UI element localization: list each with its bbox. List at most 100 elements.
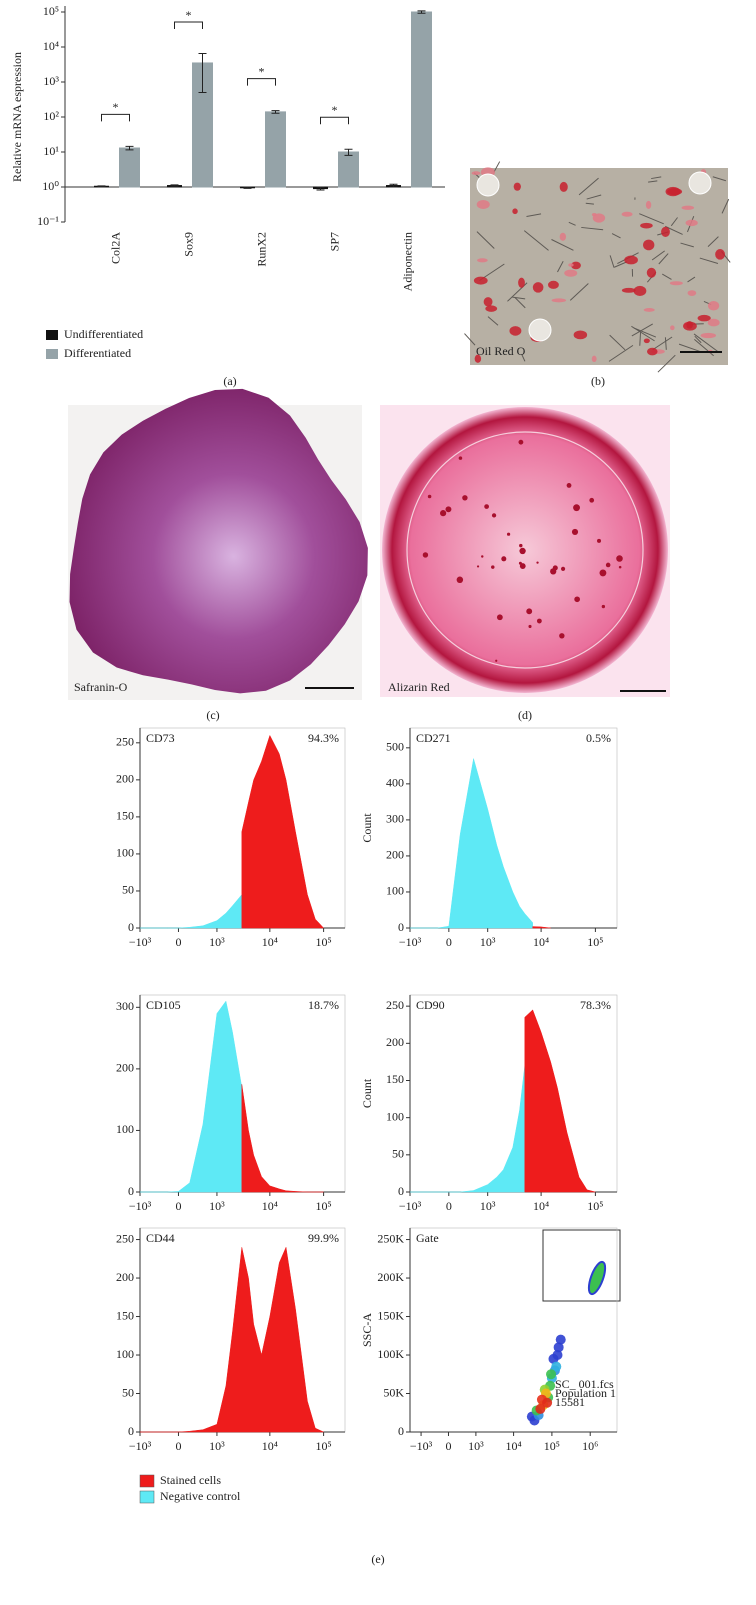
cell-process [694,335,702,344]
chart-title: CD44 [146,1231,175,1245]
lipid-cell [624,255,638,265]
mineral-spot [519,543,523,548]
x-tick-label: −10³ [129,1199,152,1213]
lipid-cell [681,205,695,210]
y-tick-label: 200K [377,1270,404,1284]
inset-box [542,1229,621,1302]
gate-annotation: Population 1 [555,1386,616,1400]
image-label: Alizarin Red [388,680,450,694]
lipid-cell [621,211,633,217]
y-tick-label: 0 [398,920,404,934]
legend-swatch [139,1474,155,1488]
lipid-cell [646,267,657,278]
cell-process [493,161,501,173]
caption: (a) [223,374,236,388]
cell-process [639,332,642,346]
lipid-cell [686,321,693,329]
event-point [552,1350,563,1361]
x-tick-label: 0 [175,1199,181,1213]
y-tick-label: 10⁵ [43,4,59,18]
y-tick-label: 200 [386,1035,404,1049]
bar [338,151,359,188]
mineral-spot [445,506,452,513]
lipid-cell [643,239,655,251]
chart-title: CD105 [146,998,181,1012]
mineral-spot [484,504,489,509]
mineral-spot [462,495,468,501]
gate-annotation: 15581 [555,1395,585,1409]
caption: (e) [371,1552,384,1566]
lipid-cell [687,290,697,296]
image-background [470,168,728,365]
event-point [535,1403,546,1414]
y-axis-label: Count [360,1078,374,1108]
x-tick-label: SP7 [327,232,341,251]
cell-process [631,323,654,337]
round-cell [476,173,500,197]
x-tick-label: 10³ [468,1439,484,1453]
mineral-spot [574,596,580,603]
cell-process [476,231,495,249]
legend-swatch [139,1490,155,1504]
lipid-cell [643,308,655,312]
cell-process [651,250,665,261]
x-tick-label: −10³ [410,1439,433,1453]
cell-process [712,176,727,182]
cell-process [585,202,594,205]
mineral-spot [501,556,507,562]
x-tick-label: 0 [446,1199,452,1213]
cell-process [557,261,564,273]
mineral-spot [536,561,539,564]
lipid-cell [669,281,683,286]
cell-process [526,213,542,217]
mineral-spot [422,552,429,558]
caption: (c) [206,708,219,722]
histogram-area [140,893,243,929]
lipid-cell [476,199,490,209]
mineral-spot [536,618,542,624]
round-cell [528,318,552,342]
alizarin-spots [422,439,623,662]
y-tick-label: 10⁻¹ [37,214,59,228]
mineral-spot [528,624,532,629]
cell-process [633,327,657,338]
y-tick-label: 250 [386,998,404,1012]
y-tick-label: 50 [122,883,134,897]
x-tick-label: Sox9 [181,232,195,257]
mineral-spot [495,659,498,662]
y-tick-label: 150K [377,1308,404,1322]
mineral-spot [571,528,579,535]
lipid-cell [551,298,567,303]
cell-process [693,333,719,353]
lipid-cell [473,276,488,285]
y-tick-label: 10¹ [43,144,59,158]
y-tick-label: 100 [386,884,404,898]
y-tick-label: 250K [377,1231,404,1245]
cell-process [523,230,549,251]
cell-process [586,194,602,200]
event-point [553,1342,564,1353]
x-tick-label: −10³ [129,1439,152,1453]
legend-label: Negative control [160,1489,241,1503]
mineral-spot [427,494,432,499]
mineral-spot [476,565,480,568]
histogram-area [140,1246,324,1433]
cell-process [578,177,599,196]
cell-process [664,337,667,350]
x-tick-label: 0 [175,1439,181,1453]
y-tick-label: 250 [116,1231,134,1245]
percent-annotation: 0.5% [586,731,611,745]
lipid-cell [485,305,498,312]
chart-title: CD73 [146,731,175,745]
event-point [555,1334,566,1345]
mineral-spot [616,555,623,562]
legend-swatch [46,330,58,340]
error-bar [417,10,426,14]
mineral-spot [456,576,464,584]
mineral-spot [491,565,495,569]
x-tick-label: 10⁵ [316,1199,332,1213]
x-tick-label: 0 [445,1439,451,1453]
lipid-cell [591,355,597,362]
lipid-cell [700,332,717,339]
lipid-cell [471,171,481,176]
